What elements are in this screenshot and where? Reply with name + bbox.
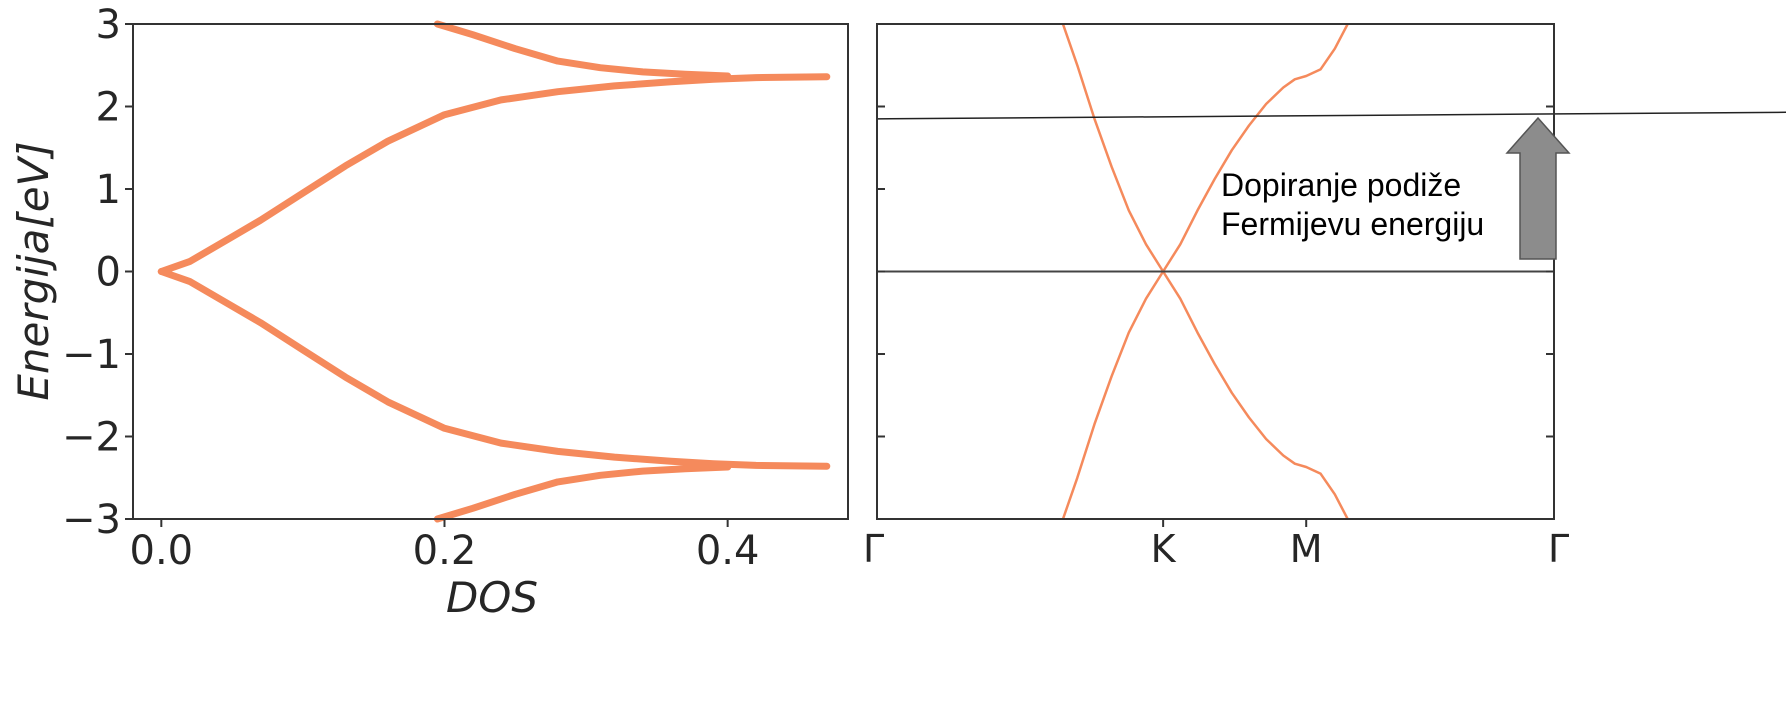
- dos-y-ticks: 3 2 1 0 −1 −2 −3: [62, 2, 133, 543]
- dos-y-tick-label: 2: [96, 85, 121, 131]
- dos-panel: 3 2 1 0 −1 −2 −3 0.0 0.2 0.4 DOS Energija[eV]: [9, 2, 849, 622]
- dos-x-ticks: 0.0 0.2 0.4: [130, 519, 760, 574]
- dos-y-axis-label: Energija[eV]: [9, 141, 58, 400]
- dos-y-tick-label: 0: [96, 250, 121, 296]
- up-arrow-icon: [1505, 116, 1571, 260]
- dos-y-axis-label-unit: [eV]: [9, 141, 58, 228]
- band-k-label: Γ: [1548, 527, 1569, 571]
- dos-x-tick-label: 0.0: [130, 528, 194, 574]
- dos-curve-1: [157, 268, 831, 470]
- dos-y-tick-label: −2: [62, 415, 121, 461]
- dos-curves: [157, 20, 831, 523]
- dos-y-tick-label: −3: [62, 497, 121, 543]
- band-k-label: M: [1290, 527, 1323, 571]
- band-curve-0: [1061, 24, 1350, 273]
- dos-curve-0: [157, 73, 831, 275]
- dos-y-tick-label: −1: [62, 332, 121, 378]
- band-k-label: K: [1151, 527, 1177, 571]
- doped-fermi-line: [876, 111, 1786, 120]
- band-curves: [1061, 24, 1350, 519]
- dos-y-axis-label-main: Energija: [9, 229, 58, 401]
- dos-x-tick-label: 0.2: [413, 528, 477, 574]
- dos-curve-3: [433, 463, 732, 523]
- band-curve-1: [1061, 270, 1350, 519]
- band-panel: Γ K M Γ Dopiranje podiže Fermijevu energiju: [863, 23, 1786, 571]
- dos-plot-frame: [132, 23, 849, 520]
- dos-x-axis-label: DOS: [446, 573, 538, 622]
- dos-y-tick-label: 1: [96, 167, 121, 213]
- dos-curve-2: [433, 20, 732, 80]
- dos-y-tick-label: 3: [96, 2, 121, 48]
- annotation-line-2: Fermijevu energiju: [1221, 206, 1484, 242]
- dos-x-tick-label: 0.4: [696, 528, 760, 574]
- annotation-line-1: Dopiranje podiže: [1221, 167, 1461, 203]
- band-k-label: Γ: [863, 527, 884, 571]
